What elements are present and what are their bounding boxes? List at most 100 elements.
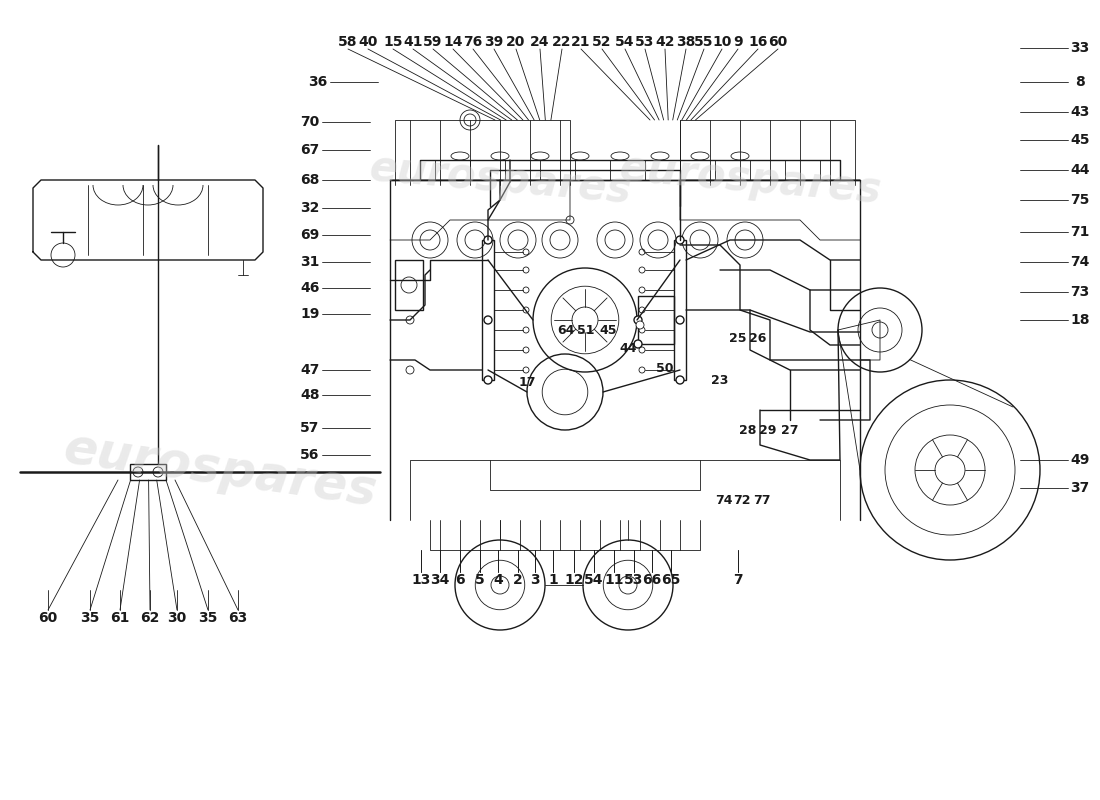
Text: 53: 53 [636,35,654,49]
Text: 73: 73 [1070,285,1090,299]
Circle shape [491,576,509,594]
Text: 72: 72 [734,494,750,506]
Circle shape [484,316,492,324]
Text: 55: 55 [694,35,714,49]
Text: 61: 61 [110,611,130,625]
Text: 15: 15 [383,35,403,49]
Text: 31: 31 [300,255,320,269]
Text: 36: 36 [308,75,328,89]
Text: 51: 51 [578,323,595,337]
Text: 26: 26 [749,331,767,345]
Text: 71: 71 [1070,225,1090,239]
Text: 45: 45 [600,323,617,337]
Text: 8: 8 [1075,75,1085,89]
Circle shape [619,576,637,594]
Text: 7: 7 [734,573,742,587]
Bar [482,240,494,380]
Text: 53: 53 [625,573,644,587]
Text: 24: 24 [530,35,550,49]
Text: 10: 10 [713,35,732,49]
Text: 67: 67 [300,143,320,157]
Text: 52: 52 [592,35,612,49]
Text: 57: 57 [300,421,320,435]
Text: 2: 2 [513,573,522,587]
Text: 32: 32 [300,201,320,215]
Text: 27: 27 [781,423,799,437]
Circle shape [676,376,684,384]
Text: 40: 40 [359,35,377,49]
Bar [395,260,424,310]
Text: 16: 16 [748,35,768,49]
Text: 5: 5 [475,573,485,587]
Text: 77: 77 [754,494,771,506]
Text: 22: 22 [552,35,572,49]
Text: 74: 74 [1070,255,1090,269]
Text: 75: 75 [1070,193,1090,207]
Text: 37: 37 [1070,481,1090,495]
Circle shape [484,376,492,384]
Text: 17: 17 [518,375,536,389]
Text: 35: 35 [80,611,100,625]
Text: 49: 49 [1070,453,1090,467]
Circle shape [676,316,684,324]
Text: 20: 20 [506,35,526,49]
Text: 39: 39 [484,35,504,49]
Text: 76: 76 [463,35,483,49]
Text: 14: 14 [443,35,463,49]
Text: 56: 56 [300,448,320,462]
Text: 54: 54 [615,35,635,49]
Circle shape [634,340,642,348]
Text: 60: 60 [769,35,788,49]
Circle shape [406,316,414,324]
Text: 11: 11 [604,573,624,587]
Text: 47: 47 [300,363,320,377]
Circle shape [572,307,598,333]
Text: eurospares: eurospares [367,148,632,212]
Text: 25: 25 [729,331,747,345]
Text: 4: 4 [493,573,503,587]
Bar [674,240,686,380]
Text: 1: 1 [548,573,558,587]
Bar [130,464,166,480]
Text: 60: 60 [39,611,57,625]
Circle shape [484,236,492,244]
Text: 59: 59 [424,35,442,49]
Text: 13: 13 [411,573,431,587]
Text: 69: 69 [300,228,320,242]
Text: 50: 50 [657,362,673,374]
Text: 66: 66 [642,573,661,587]
Text: 48: 48 [300,388,320,402]
Circle shape [676,236,684,244]
Text: 28: 28 [739,423,757,437]
Text: 29: 29 [759,423,777,437]
Text: 43: 43 [1070,105,1090,119]
Text: 64: 64 [558,323,574,337]
Text: 65: 65 [661,573,681,587]
Text: 34: 34 [430,573,450,587]
Text: eurospares: eurospares [60,424,380,516]
Circle shape [636,321,644,329]
Text: 33: 33 [1070,41,1090,55]
Text: 68: 68 [300,173,320,187]
Bar [638,296,674,344]
Text: 12: 12 [564,573,584,587]
Text: 35: 35 [198,611,218,625]
Circle shape [634,316,642,324]
Text: 41: 41 [404,35,422,49]
Text: 58: 58 [339,35,358,49]
Text: 19: 19 [300,307,320,321]
Text: 6: 6 [455,573,465,587]
Text: 9: 9 [734,35,742,49]
Text: 44: 44 [619,342,637,354]
Text: eurospares: eurospares [617,148,883,212]
Text: 54: 54 [584,573,604,587]
Text: 38: 38 [676,35,695,49]
Circle shape [566,216,574,224]
Text: 74: 74 [715,494,733,506]
Text: 44: 44 [1070,163,1090,177]
Circle shape [406,366,414,374]
Text: 30: 30 [167,611,187,625]
Text: 45: 45 [1070,133,1090,147]
Text: 62: 62 [141,611,160,625]
Text: 3: 3 [530,573,540,587]
